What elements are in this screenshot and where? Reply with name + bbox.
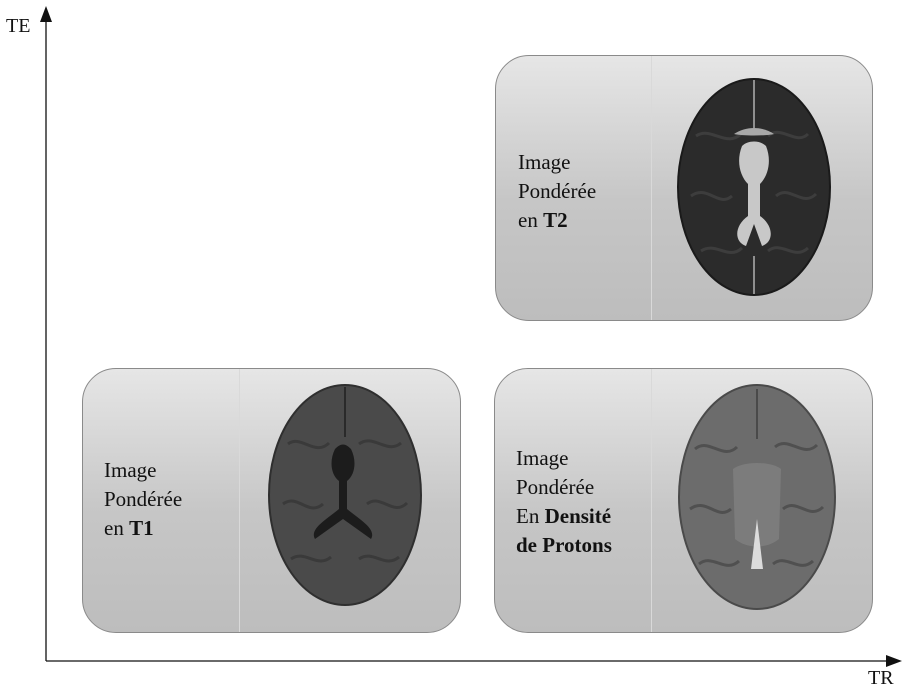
- caption-line-weighting: en T1: [104, 514, 182, 543]
- ventricles: [313, 444, 373, 539]
- caption-line-ponderee: Pondérée: [104, 487, 183, 511]
- y-axis-arrowhead: [40, 6, 52, 22]
- x-axis-label: TR: [868, 667, 894, 689]
- caption-t1: Image Pondérée en T1: [104, 456, 182, 543]
- cortex-texture: [282, 439, 409, 563]
- cortex-texture: [689, 442, 825, 567]
- caption-prefix: en: [518, 208, 544, 232]
- caption-line-ponderee: Pondérée: [518, 179, 597, 203]
- deep-gray-matter: [733, 463, 781, 547]
- ventricles: [751, 519, 763, 569]
- y-axis-label: TE: [6, 15, 31, 37]
- caption-t2: Image Pondérée en T2: [518, 148, 596, 235]
- caption-line-image: Image: [518, 150, 571, 174]
- caption-prefix: En: [516, 504, 545, 528]
- caption-bold-t2: T2: [543, 208, 568, 232]
- caption-prefix: en: [104, 516, 130, 540]
- panel-t1-weighted: Image Pondérée en T1: [82, 368, 461, 633]
- cortex-texture: [690, 130, 818, 255]
- panel-t2-weighted: Image Pondérée en T2: [495, 55, 873, 321]
- panel-divider: [239, 369, 240, 632]
- caption-line-ponderee: Pondérée: [516, 475, 595, 499]
- corpus-callosum: [734, 128, 774, 136]
- caption-line-weighting: en T2: [518, 206, 596, 235]
- caption-bold-densite: Densité: [544, 504, 612, 528]
- caption-proton-density: Image Pondérée En Densité de Protons: [516, 444, 612, 560]
- brain-image-proton-density: [678, 384, 836, 610]
- caption-bold-de-protons: de Protons: [516, 533, 612, 557]
- caption-line-image: Image: [516, 446, 569, 470]
- brain-image-t2: [677, 78, 831, 296]
- brain-image-t1: [268, 384, 422, 606]
- caption-bold-t1: T1: [129, 516, 154, 540]
- panel-divider: [651, 369, 652, 632]
- caption-line-image: Image: [104, 458, 157, 482]
- caption-line-weighting: En Densité: [516, 502, 612, 531]
- ventricles: [737, 141, 771, 246]
- panel-divider: [651, 56, 652, 320]
- x-axis-arrowhead: [886, 655, 902, 667]
- panel-proton-density-weighted: Image Pondérée En Densité de Protons: [494, 368, 873, 633]
